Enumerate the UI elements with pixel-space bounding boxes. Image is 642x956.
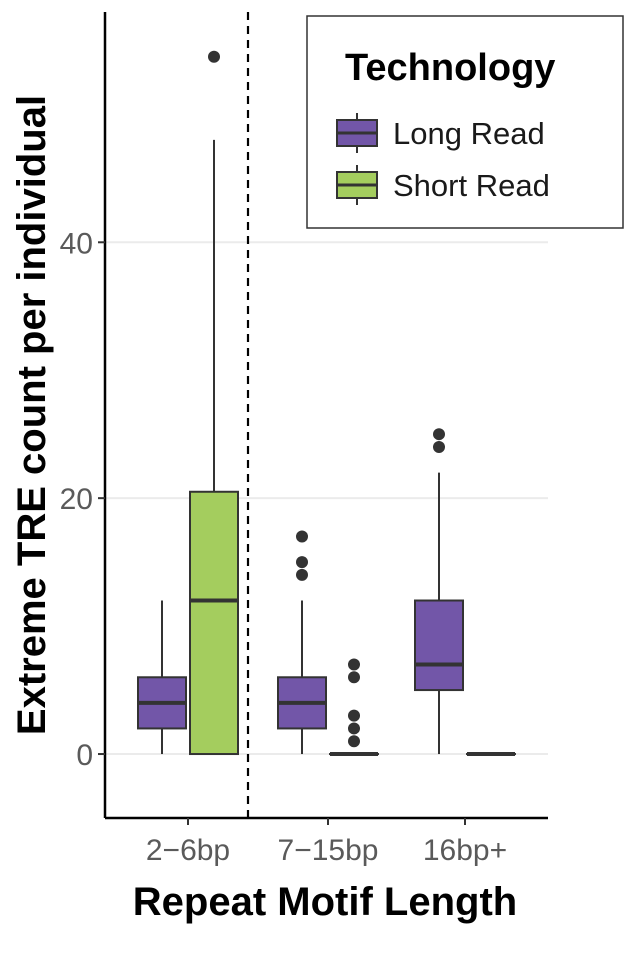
outlier-point-2 — [296, 530, 308, 543]
legend: Technology Long Read Short Read — [306, 15, 624, 229]
box-long-read-0 — [137, 600, 187, 755]
outlier-point-4 — [348, 658, 360, 671]
outlier-point-0 — [433, 440, 445, 453]
box-long-read-1 — [277, 530, 327, 755]
legend-entries: Long Read Short Read — [336, 113, 550, 205]
y-tick-label-40: 40 — [60, 227, 93, 260]
box-long-read-2 — [414, 428, 464, 755]
x-axis-title: Repeat Motif Length — [133, 880, 517, 924]
legend-entry-short-read: Short Read — [336, 165, 550, 205]
outlier-point-1 — [348, 722, 360, 735]
x-tick-label-1: 7−15bp — [278, 834, 379, 867]
x-tick-label-0: 2−6bp — [146, 834, 230, 867]
y-tick-label-20: 20 — [60, 483, 93, 516]
outlier-point-0 — [348, 735, 360, 748]
legend-title: Technology — [345, 47, 555, 89]
boxes — [137, 50, 516, 757]
outlier-point-0 — [296, 568, 308, 581]
outlier-point-2 — [348, 709, 360, 722]
x-tick-label-2: 16bp+ — [423, 834, 507, 867]
legend-entry-long-read: Long Read — [336, 113, 545, 153]
y-axis-title: Extreme TRE count per individual — [10, 95, 54, 735]
axes — [98, 12, 548, 825]
box-short-read-1 — [329, 658, 379, 757]
y-tick-label-0: 0 — [76, 739, 93, 772]
tick-labels: 0 20 40 2−6bp 7−15bp 16bp+ — [60, 227, 508, 867]
box-short-read-0 — [189, 50, 239, 756]
outlier-point-0 — [208, 50, 220, 63]
legend-entry-label: Long Read — [393, 116, 545, 151]
box-iqr — [414, 599, 464, 692]
legend-entry-label: Short Read — [393, 168, 550, 203]
outlier-point-1 — [433, 428, 445, 441]
outlier-point-3 — [348, 671, 360, 684]
box-iqr — [189, 490, 239, 756]
outlier-point-1 — [296, 556, 308, 569]
